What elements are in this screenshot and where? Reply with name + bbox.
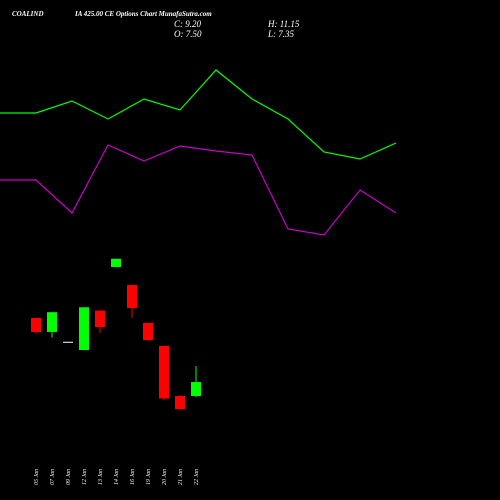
candle-body xyxy=(95,310,105,327)
candle-body xyxy=(111,258,121,268)
candle-body xyxy=(63,341,73,343)
chart-title: COALIND xyxy=(12,10,44,18)
x-tick-label: 19 Jan xyxy=(146,469,152,485)
x-tick-label: 20 Jan xyxy=(162,469,168,485)
x-tick-label: 09 Jan xyxy=(66,469,72,485)
ohlc-label: L: 7.35 xyxy=(267,29,295,39)
x-tick-label: 22 Jan xyxy=(194,469,200,485)
ohlc-label: H: 11.15 xyxy=(267,19,300,29)
x-tick-label: 07 Jan xyxy=(50,469,56,485)
x-tick-label: 05 Jan xyxy=(34,469,40,485)
indicator-line xyxy=(0,144,397,236)
x-tick-label: 12 Jan xyxy=(82,469,88,485)
candle-body xyxy=(31,317,41,332)
x-tick-label: 14 Jan xyxy=(113,469,120,485)
ohlc-label: C: 9.20 xyxy=(174,19,202,29)
candle-body xyxy=(191,382,201,397)
candle-body xyxy=(175,396,185,410)
candle-body xyxy=(127,285,137,309)
x-tick-label: 21 Jan xyxy=(178,469,184,485)
chart-subtitle: IA 425.00 CE Options Chart MunafaSutra.c… xyxy=(74,10,212,18)
x-tick-label: 13 Jan xyxy=(98,469,104,485)
candle-body xyxy=(143,322,153,341)
candle-body xyxy=(47,312,57,332)
candle-body xyxy=(159,345,169,399)
ohlc-label: O: 7.50 xyxy=(174,29,202,39)
x-tick-label: 16 Jan xyxy=(130,469,136,485)
indicator-line xyxy=(0,69,397,160)
candle-body xyxy=(79,307,89,351)
